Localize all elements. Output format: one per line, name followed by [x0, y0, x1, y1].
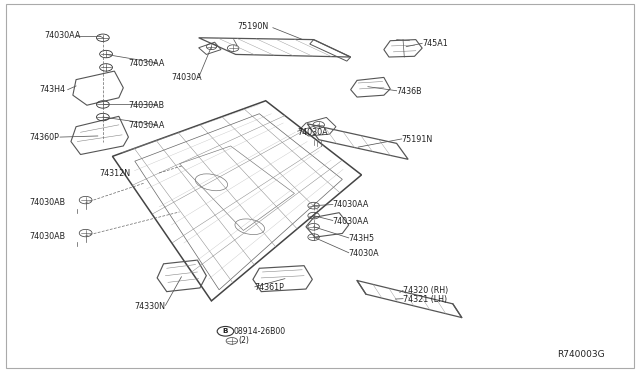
Text: 08914-26B00: 08914-26B00 [234, 327, 286, 336]
Text: 74030A: 74030A [298, 128, 328, 137]
Text: R740003G: R740003G [557, 350, 605, 359]
Text: 745A1: 745A1 [422, 39, 448, 48]
Text: 74030AA: 74030AA [333, 200, 369, 209]
Text: 75190N: 75190N [237, 22, 268, 31]
Text: 74030AB: 74030AB [129, 101, 164, 110]
Text: 74030AA: 74030AA [333, 217, 369, 226]
Text: 74320 (RH): 74320 (RH) [403, 286, 448, 295]
Text: 743H4: 743H4 [39, 85, 65, 94]
Text: 74360P: 74360P [29, 132, 60, 142]
Text: B: B [223, 328, 228, 334]
Text: 74030A: 74030A [172, 73, 202, 82]
Text: 74030AA: 74030AA [44, 31, 81, 41]
Text: 74312N: 74312N [100, 169, 131, 177]
Text: 74030AA: 74030AA [129, 59, 164, 68]
Text: 74030AA: 74030AA [129, 121, 164, 130]
Text: (2): (2) [238, 336, 249, 346]
Text: 74361P: 74361P [255, 283, 285, 292]
Text: 74030AB: 74030AB [29, 231, 65, 241]
Text: 74321 (LH): 74321 (LH) [403, 295, 447, 304]
Text: 74030A: 74030A [349, 249, 380, 258]
Text: 75191N: 75191N [402, 135, 433, 144]
Text: 7436B: 7436B [397, 87, 422, 96]
Text: 743H5: 743H5 [349, 234, 375, 243]
Text: 74330N: 74330N [135, 302, 166, 311]
Text: 74030AB: 74030AB [29, 198, 65, 207]
